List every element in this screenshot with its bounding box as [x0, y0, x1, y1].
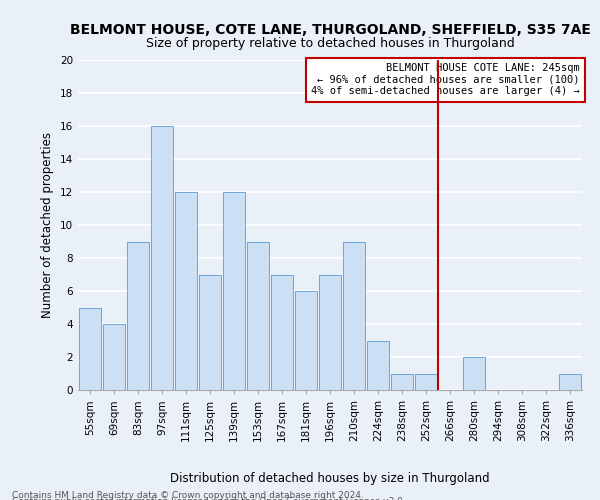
Text: Contains HM Land Registry data © Crown copyright and database right 2024.: Contains HM Land Registry data © Crown c… [12, 491, 364, 500]
Text: BELMONT HOUSE, COTE LANE, THURGOLAND, SHEFFIELD, S35 7AE: BELMONT HOUSE, COTE LANE, THURGOLAND, SH… [70, 22, 590, 36]
Bar [559, 374, 581, 390]
Bar [223, 192, 245, 390]
Bar [415, 374, 437, 390]
Bar [79, 308, 101, 390]
Bar [103, 324, 125, 390]
Bar [247, 242, 269, 390]
Bar [151, 126, 173, 390]
Bar [343, 242, 365, 390]
Bar [199, 274, 221, 390]
Text: Contains public sector information licensed under the Open Government Licence v3: Contains public sector information licen… [12, 497, 406, 500]
Bar [319, 274, 341, 390]
Y-axis label: Number of detached properties: Number of detached properties [41, 132, 55, 318]
Text: BELMONT HOUSE COTE LANE: 245sqm
← 96% of detached houses are smaller (100)
4% of: BELMONT HOUSE COTE LANE: 245sqm ← 96% of… [311, 64, 580, 96]
Text: Size of property relative to detached houses in Thurgoland: Size of property relative to detached ho… [146, 38, 514, 51]
Bar [175, 192, 197, 390]
Bar [295, 291, 317, 390]
Bar [127, 242, 149, 390]
Text: Distribution of detached houses by size in Thurgoland: Distribution of detached houses by size … [170, 472, 490, 485]
Bar [367, 340, 389, 390]
Bar [271, 274, 293, 390]
Bar [391, 374, 413, 390]
Bar [463, 357, 485, 390]
